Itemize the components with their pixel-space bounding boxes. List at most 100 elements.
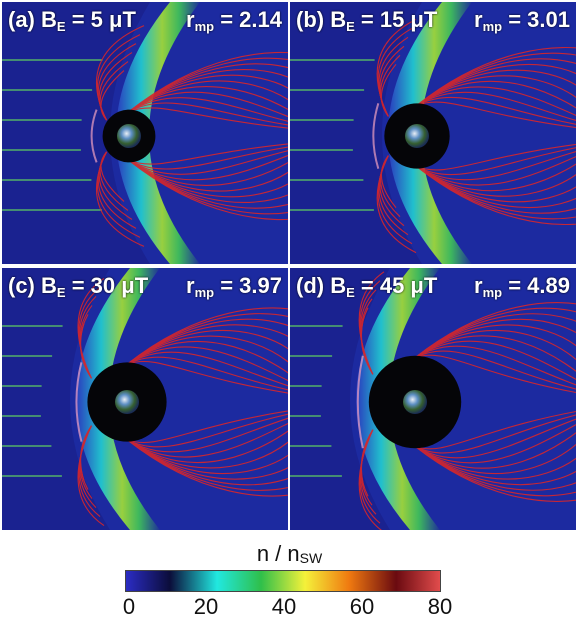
field-line xyxy=(416,64,576,106)
field-line xyxy=(414,307,576,359)
field-line xyxy=(416,147,576,176)
panel-c-title: (c) BE = 30 μT rmp = 3.97 xyxy=(8,273,282,301)
field-line xyxy=(414,445,576,497)
field-line xyxy=(414,313,576,359)
field-line xyxy=(128,57,288,113)
colorbar xyxy=(125,570,441,592)
field-line xyxy=(416,47,576,106)
field-line xyxy=(126,422,288,458)
magnetosheath xyxy=(76,268,160,530)
magnetopause xyxy=(372,103,380,169)
field-line xyxy=(416,80,576,109)
field-line xyxy=(128,69,288,113)
field-line xyxy=(126,324,288,365)
field-line xyxy=(414,445,576,491)
solar-wind-region xyxy=(290,268,390,530)
field-line xyxy=(416,166,576,197)
field-line xyxy=(416,52,576,106)
panel-d-plot xyxy=(290,268,576,530)
earth-globe xyxy=(403,390,427,414)
magnetosheath xyxy=(356,268,440,530)
field-line xyxy=(416,91,576,122)
field-line xyxy=(77,277,105,379)
panel-a-title: (a) BE = 5 μT rmp = 2.14 xyxy=(8,7,282,35)
field-line xyxy=(358,429,383,530)
field-line xyxy=(126,410,288,444)
field-line xyxy=(126,439,288,469)
field-line xyxy=(126,439,288,475)
panel-a-plot xyxy=(2,2,288,264)
field-line xyxy=(416,166,576,203)
panel-a: (a) BE = 5 μT rmp = 2.14 xyxy=(2,2,288,264)
field-lines xyxy=(95,25,288,247)
field-line xyxy=(126,346,288,382)
field-line xyxy=(128,159,288,209)
field-line xyxy=(414,445,576,502)
field-line xyxy=(128,159,288,198)
field-line xyxy=(416,96,576,125)
panel-b-plot xyxy=(290,2,576,264)
field-line xyxy=(414,423,576,464)
field-line xyxy=(126,307,288,365)
field-line xyxy=(77,425,105,527)
field-line xyxy=(128,74,288,113)
panel-b: (b) BE = 15 μT rmp = 3.01 xyxy=(290,2,576,264)
field-line xyxy=(126,351,288,387)
field-line xyxy=(128,150,288,175)
field-line xyxy=(414,414,576,454)
colorbar-title: n / nSW xyxy=(256,541,323,566)
field-line xyxy=(128,159,288,215)
field-line xyxy=(126,360,288,394)
panel-d: (d) BE = 45 μT rmp = 4.89 xyxy=(290,268,576,530)
magnetopause xyxy=(75,362,83,442)
field-line xyxy=(128,102,288,126)
field-line xyxy=(414,350,576,390)
field-line xyxy=(126,356,288,391)
field-line xyxy=(126,329,288,365)
field-line xyxy=(128,159,288,221)
field-line xyxy=(414,410,576,450)
magnetosheath xyxy=(388,2,472,264)
field-line xyxy=(126,417,288,453)
field-line xyxy=(128,146,288,170)
field-line xyxy=(126,318,288,365)
magnetopause xyxy=(356,355,364,449)
field-line xyxy=(126,335,288,365)
field-line xyxy=(416,166,576,214)
earth-globe xyxy=(115,390,139,414)
field-line xyxy=(126,341,288,374)
colorbar-tick-0: 0 xyxy=(122,594,136,619)
field-line xyxy=(95,25,145,121)
field-line xyxy=(126,430,288,463)
field-line xyxy=(416,166,576,225)
field-line xyxy=(128,97,288,122)
field-line xyxy=(126,313,288,365)
panel-b-title: (b) BE = 15 μT rmp = 3.01 xyxy=(296,7,570,35)
field-line xyxy=(128,51,288,113)
field-line xyxy=(128,143,288,165)
colorbar-tick-40: 40 xyxy=(271,594,297,619)
magnetopause xyxy=(90,109,98,163)
field-line xyxy=(128,91,288,118)
field-line xyxy=(358,271,385,375)
panel-d-title: (d) BE = 45 μT rmp = 4.89 xyxy=(296,273,570,301)
panel-c: (c) BE = 30 μT rmp = 3.97 xyxy=(2,268,288,530)
field-line xyxy=(416,143,576,171)
field-line xyxy=(416,163,576,192)
field-line xyxy=(128,159,288,186)
colorbar-tick-80: 80 xyxy=(427,594,453,619)
field-line xyxy=(414,443,576,475)
field-line xyxy=(414,318,576,359)
field-line xyxy=(128,107,288,129)
field-line xyxy=(414,302,576,359)
magnetosheath xyxy=(116,2,200,264)
field-line xyxy=(416,150,576,181)
colorbar-tick-20: 20 xyxy=(193,594,219,619)
field-line xyxy=(414,340,576,381)
field-line xyxy=(376,155,417,254)
field-line xyxy=(126,439,288,497)
field-line xyxy=(128,154,288,181)
field-line xyxy=(128,80,288,113)
field-lines xyxy=(376,18,576,254)
field-line xyxy=(128,86,288,113)
